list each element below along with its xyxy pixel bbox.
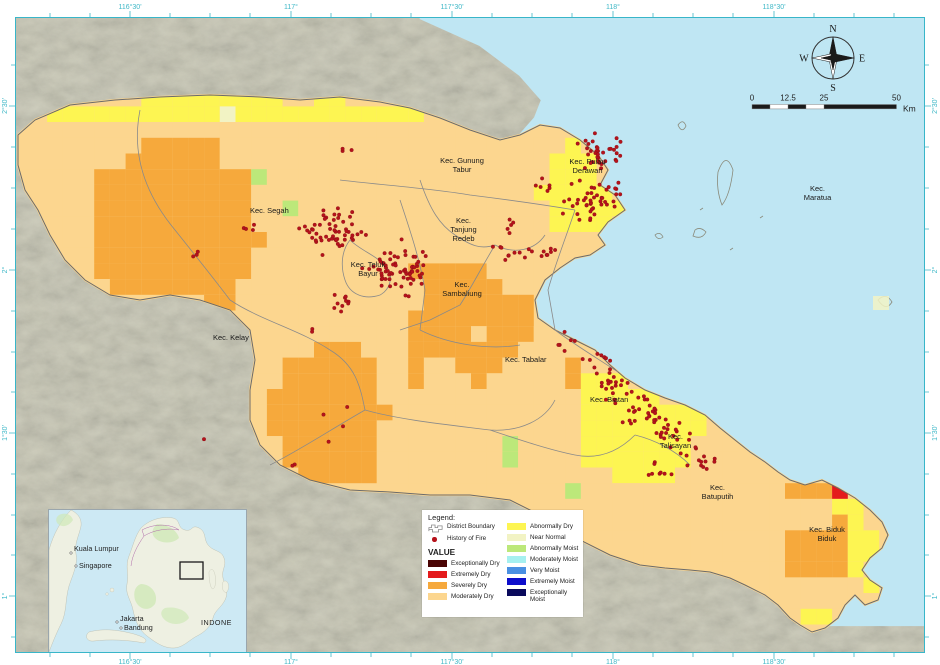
svg-text:118°: 118°: [606, 658, 620, 665]
svg-text:Jakarta: Jakarta: [120, 614, 144, 623]
svg-text:2°: 2°: [1, 266, 9, 273]
svg-text:117°: 117°: [284, 658, 298, 665]
svg-text:2°30': 2°30': [1, 98, 9, 114]
svg-text:116°30': 116°30': [118, 3, 141, 11]
svg-text:118°30': 118°30': [762, 658, 785, 665]
svg-text:1°: 1°: [1, 592, 9, 599]
svg-text:2°: 2°: [931, 266, 939, 273]
svg-text:2°30': 2°30': [931, 98, 939, 114]
svg-text:118°: 118°: [606, 3, 620, 11]
svg-text:1°30': 1°30': [931, 425, 939, 441]
svg-text:117°30': 117°30': [440, 658, 463, 665]
svg-text:Singapore: Singapore: [79, 561, 112, 570]
svg-text:1°30': 1°30': [1, 425, 9, 441]
svg-text:1°: 1°: [931, 592, 939, 599]
svg-text:118°30': 118°30': [762, 3, 785, 11]
svg-text:Kuala Lumpur: Kuala Lumpur: [74, 544, 119, 553]
svg-text:117°: 117°: [284, 3, 298, 11]
svg-text:117°30': 117°30': [440, 3, 463, 11]
svg-text:Bandung: Bandung: [124, 623, 153, 632]
svg-text:116°30': 116°30': [118, 658, 141, 665]
svg-text:INDONE: INDONE: [201, 618, 232, 627]
